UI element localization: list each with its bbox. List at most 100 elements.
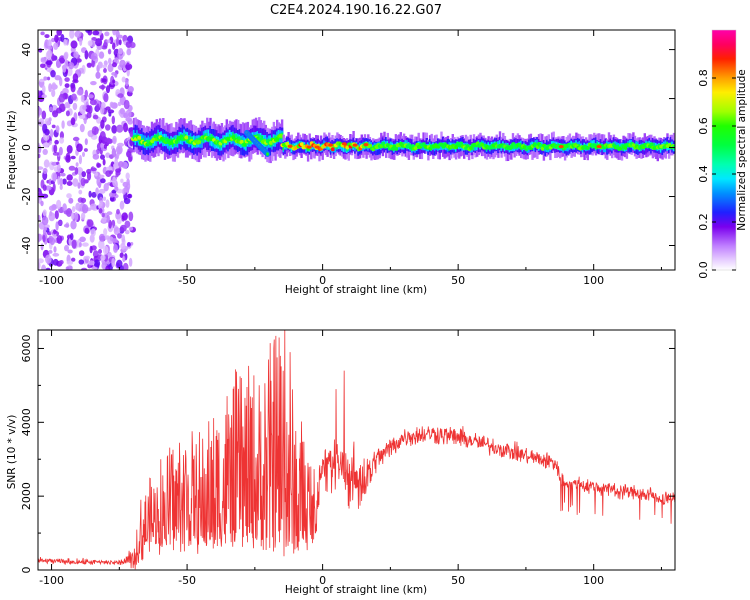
spectrogram-noise-cell (101, 212, 105, 218)
spectrogram-core-cell (386, 143, 391, 148)
spectrogram-noise-cell (59, 57, 65, 64)
spectrogram-core-cell (268, 140, 274, 145)
spectrogram-noise-cell (84, 50, 89, 60)
spectrogram-noise-cell (78, 259, 85, 265)
spectrogram-noise-cell (38, 233, 41, 243)
spectrogram-noise-cell (63, 223, 70, 228)
spectrogram-core-cell (381, 141, 386, 146)
spectrogram-noise-cell (98, 51, 105, 59)
spectrogram-core-cell (649, 142, 654, 147)
spectrogram-noise-cell (60, 172, 66, 177)
spectrogram-noise-cell (117, 48, 123, 55)
spectrogram-noise-cell (90, 203, 97, 210)
spectrogram-noise-cell (117, 34, 123, 39)
spectrogram-noise-cell (86, 219, 94, 228)
spectrogram-noise-cell (72, 178, 79, 187)
spectrogram-noise-cell (112, 176, 117, 187)
figure-title: C2E4.2024.190.16.22.G07 (270, 3, 442, 18)
spectrogram-noise-cell (68, 175, 73, 181)
spectrogram-noise-cell (65, 155, 71, 163)
spectrogram-noise-cell (41, 94, 47, 98)
spectrogram-noise-cell (64, 102, 70, 109)
spectrogram-band-cell (345, 147, 349, 152)
colorbar: 0.0 0.2 0.4 0.6 0.8 Normalized spectral ampl… (697, 29, 748, 279)
spectrogram-noise-cell (56, 107, 63, 114)
spectrogram-noise-cell (105, 124, 111, 131)
spectrogram-noise-cell (70, 155, 76, 160)
spectrogram-noise-cell (111, 115, 116, 125)
spectrogram-noise-cell (89, 99, 97, 106)
spectrogram-noise-cell (103, 93, 109, 103)
spectrogram-noise-cell (78, 154, 82, 165)
spectrogram-noise-cell (107, 48, 112, 55)
spectrogram-noise-cell (54, 210, 59, 220)
spectrogram-noise-cell (75, 58, 82, 63)
spectrogram-band-cell (365, 145, 368, 149)
spectrogram-noise-cell (116, 218, 122, 224)
spectrogram-noise-cell (106, 39, 111, 44)
spectrogram-noise-cell (43, 76, 48, 81)
spectrogram-noise-cell (91, 37, 97, 41)
spectrogram-noise-cell (63, 52, 68, 61)
spectrogram-x-tick-label: -50 (178, 274, 196, 287)
spectrogram-peak-cell (341, 142, 347, 146)
spectrogram-noise-cell (40, 31, 45, 36)
spectrogram-band-cell (336, 145, 339, 150)
spectrogram-noise-cell (101, 64, 108, 69)
spectrogram-noise-cell (89, 245, 93, 254)
spectrogram-noise-cell (74, 211, 79, 222)
spectrogram-noise-cell (42, 142, 49, 148)
spectrogram-frame (37, 29, 676, 271)
spectrogram-noise-cell (116, 37, 120, 47)
spectrogram-noise-cell (88, 94, 94, 99)
colorbar-tick-label: 0.6 (697, 117, 710, 135)
spectrogram-noise-cell (122, 188, 127, 195)
spectrogram-noise-cell (65, 110, 70, 117)
snr-y-tick-label: 0 (20, 567, 33, 574)
spectrogram-noise-cell (48, 205, 56, 211)
spectrogram-noise-cell (41, 216, 49, 226)
spectrogram-noise-cell (48, 235, 54, 243)
spectrogram-noise-cell (117, 101, 122, 107)
spectrogram-noise-cell (53, 229, 57, 235)
spectrogram-x-tick-label: 50 (451, 274, 465, 287)
colorbar-gradient (711, 29, 737, 271)
spectrogram-noise-cell (111, 189, 117, 194)
spectrogram-noise-cell (56, 30, 62, 36)
spectrogram-noise-cell (62, 64, 67, 73)
snr-x-tick-label: -100 (39, 574, 64, 587)
colorbar-ticks: 0.0 0.2 0.4 0.6 0.8 (697, 69, 736, 279)
spectrogram-noise-cell (38, 153, 41, 159)
spectrogram-noise-cell (99, 200, 103, 207)
spectrogram-noise-cell (59, 178, 63, 186)
spectrogram-noise-cell (87, 260, 95, 266)
spectrogram-noise-cell (118, 161, 124, 168)
spectrogram-noise-cell (120, 178, 124, 183)
spectrogram-noise-cell (80, 177, 86, 187)
spectrogram-noise-cell (41, 264, 47, 270)
spectrogram-noise-cell (127, 119, 134, 125)
spectrogram-noise-cell (114, 158, 119, 168)
spectrogram-noise-cell (115, 153, 120, 160)
spectrogram-noise-cell (107, 63, 114, 73)
spectrogram-noise-cell (109, 101, 114, 108)
spectrogram-noise-cell (100, 154, 105, 160)
spectrogram-y-tick-label: -40 (20, 237, 33, 255)
spectrogram-noise-cell (103, 183, 109, 192)
spectrogram-band-cell (428, 143, 432, 148)
spectrogram-noise-cell (85, 30, 91, 33)
colorbar-tick-label: 0.0 (697, 261, 710, 279)
spectrogram-noise-cell (48, 178, 52, 186)
spectrogram-noise-cell (69, 233, 74, 241)
colorbar-tick-label: 0.2 (697, 213, 710, 231)
spectrogram-noise-cell (50, 70, 56, 78)
spectrogram-noise-cell (68, 165, 76, 171)
spectrogram-noise-cell (84, 227, 90, 234)
spectrogram-noise-cell (82, 242, 89, 247)
spectrogram-noise-cell (54, 34, 59, 43)
spectrogram-y-tick-label: 40 (20, 43, 33, 57)
spectrogram-noise-cell (38, 258, 44, 264)
spectrogram-noise-cell (76, 167, 84, 175)
spectrogram-noise-cell (90, 81, 97, 86)
spectrogram-noise-cell (48, 83, 52, 93)
